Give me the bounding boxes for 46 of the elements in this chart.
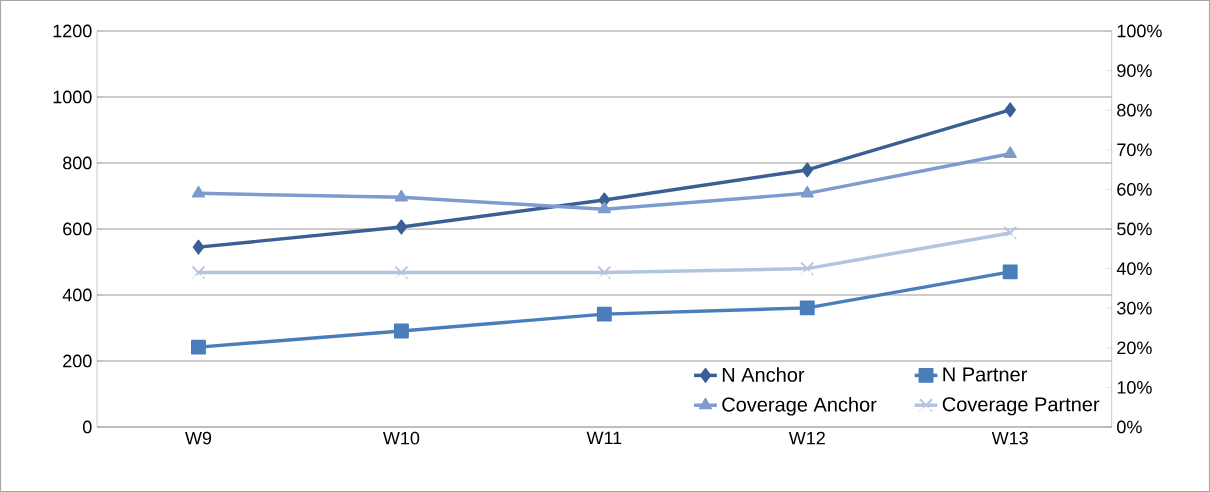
point	[597, 265, 612, 280]
legend-label: Coverage Anchor	[722, 396, 877, 416]
y-tick-label: 400	[62, 288, 92, 302]
y-tick-label: 1200	[53, 24, 92, 38]
legend-label: N Anchor	[722, 367, 805, 382]
y2-tick-label: 30%	[1117, 301, 1152, 315]
legend-label: N Partner	[943, 367, 1027, 382]
legend-label: Coverage Partner	[942, 397, 1100, 416]
x-tick-label: W13	[991, 431, 1028, 445]
point	[799, 300, 815, 316]
y-tick-label: 1000	[53, 90, 92, 104]
y-tick-label: 200	[63, 354, 92, 368]
y2-tick-label: 0%	[1117, 420, 1142, 434]
point	[191, 339, 206, 355]
y2-tick-label: 80%	[1117, 103, 1152, 117]
point	[394, 265, 409, 280]
point	[393, 323, 409, 339]
x-tick-label: W10	[382, 431, 420, 445]
point	[192, 239, 205, 255]
y2-tick-label: 40%	[1116, 262, 1152, 275]
y-tick-label: 0	[83, 420, 92, 434]
point	[801, 162, 814, 178]
point	[191, 265, 206, 280]
point	[800, 261, 814, 276]
y2-tick-label: 70%	[1117, 143, 1152, 157]
y2-tick-label: 10%	[1117, 381, 1152, 394]
point	[1002, 264, 1018, 280]
y-tick-label: 600	[63, 222, 92, 236]
point	[596, 306, 612, 322]
y2-tick-label: 100%	[1117, 24, 1162, 38]
point	[800, 185, 814, 198]
point	[191, 185, 206, 198]
y2-tick-label: 50%	[1117, 222, 1152, 236]
point	[597, 201, 611, 214]
x-tick-label: W11	[586, 431, 622, 445]
point	[1003, 146, 1017, 158]
point	[395, 219, 408, 235]
y2-tick-label: 20%	[1117, 341, 1152, 355]
point	[1003, 226, 1017, 240]
point	[1004, 102, 1016, 118]
y-tick-label: 800	[63, 156, 92, 170]
y2-tick-label: 90%	[1117, 64, 1152, 77]
y2-tick-label: 60%	[1117, 183, 1152, 196]
x-tick-label: W9	[185, 431, 212, 445]
point	[394, 189, 408, 202]
x-tick-label: W12	[788, 431, 825, 445]
